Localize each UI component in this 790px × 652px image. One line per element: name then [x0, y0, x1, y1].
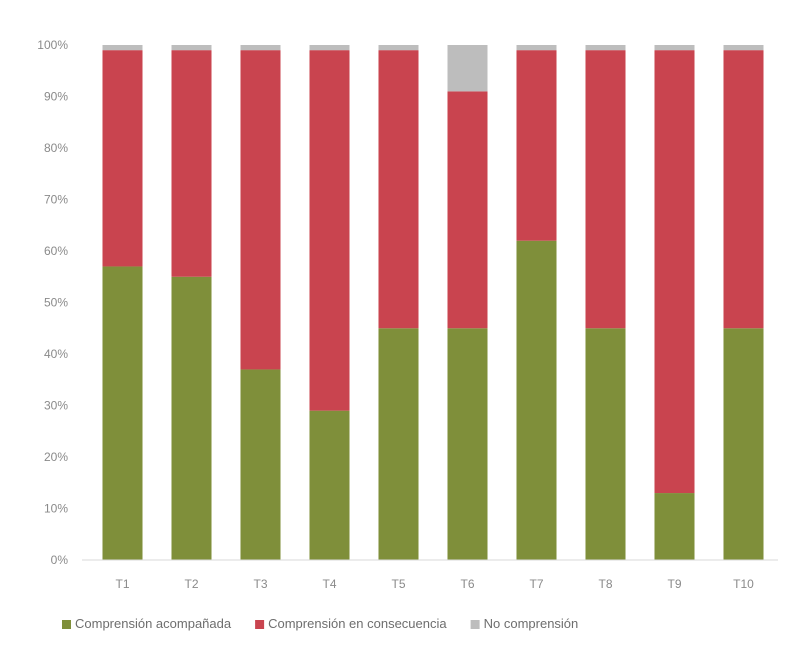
- bar-segment-1: [378, 328, 419, 560]
- bar-segment-2: [654, 50, 695, 494]
- bar-segment-3: [654, 45, 695, 51]
- bar-segment-1: [654, 493, 695, 560]
- bar-segment-2: [378, 50, 419, 329]
- legend-label: No comprensión: [484, 616, 579, 631]
- y-tick-label: 40%: [44, 347, 68, 361]
- bar-segment-1: [585, 328, 626, 560]
- y-tick-label: 50%: [44, 296, 68, 310]
- y-tick-label: 70%: [44, 193, 68, 207]
- x-tick-label: T5: [391, 577, 405, 591]
- bar-segment-2: [585, 50, 626, 329]
- bar-segment-1: [102, 266, 143, 560]
- x-tick-label: T9: [667, 577, 681, 591]
- y-tick-label: 100%: [37, 38, 68, 52]
- bar-segment-2: [171, 50, 212, 277]
- legend-label: Comprensión acompañada: [75, 616, 232, 631]
- y-tick-label: 60%: [44, 244, 68, 258]
- legend-swatch: [62, 620, 71, 629]
- x-tick-label: T7: [529, 577, 543, 591]
- bar-segment-3: [309, 45, 350, 51]
- bar-segment-1: [516, 240, 557, 560]
- x-tick-label: T8: [598, 577, 612, 591]
- axes: 0% 10% 20% 30% 40% 50% 60% 70% 80% 90% 100% T1 T2 T3 T…: [37, 38, 778, 591]
- legend-label: Comprensión en consecuencia: [268, 616, 447, 631]
- bar-segment-1: [447, 328, 488, 560]
- bar-segment-2: [447, 91, 488, 329]
- bar-segment-2: [102, 50, 143, 267]
- x-tick-label: T6: [460, 577, 474, 591]
- bar-segment-1: [171, 276, 212, 560]
- bar-segment-3: [723, 45, 764, 51]
- y-tick-label: 80%: [44, 141, 68, 155]
- bar-segment-3: [102, 45, 143, 51]
- legend-swatch: [255, 620, 265, 629]
- bar-segment-3: [516, 45, 557, 51]
- bar-segment-3: [585, 45, 626, 51]
- bar-segment-2: [516, 50, 557, 241]
- bar-segment-3: [447, 45, 488, 92]
- y-tick-label: 30%: [44, 399, 68, 413]
- legend-swatch: [470, 620, 480, 629]
- bar-segment-2: [723, 50, 764, 329]
- x-tick-label: T2: [184, 577, 198, 591]
- y-tick-label: 20%: [44, 450, 68, 464]
- bar-segment-3: [171, 45, 212, 51]
- bar-segment-1: [723, 328, 764, 560]
- y-tick-label: 0%: [51, 553, 69, 567]
- bar-segment-3: [240, 45, 281, 51]
- bar-segment-1: [240, 369, 281, 560]
- x-tick-label: T4: [322, 577, 336, 591]
- bar-segment-2: [309, 50, 350, 411]
- legend: Comprensión acompañada Comprensión en con…: [62, 616, 578, 631]
- plot-area: [102, 45, 764, 560]
- bar-segment-2: [240, 50, 281, 370]
- bar-segment-1: [309, 410, 350, 560]
- x-tick-label: T1: [115, 577, 129, 591]
- y-tick-label: 10%: [44, 502, 68, 516]
- x-tick-label: T10: [733, 577, 754, 591]
- y-tick-label: 90%: [44, 90, 68, 104]
- x-tick-label: T3: [253, 577, 267, 591]
- bar-segment-3: [378, 45, 419, 51]
